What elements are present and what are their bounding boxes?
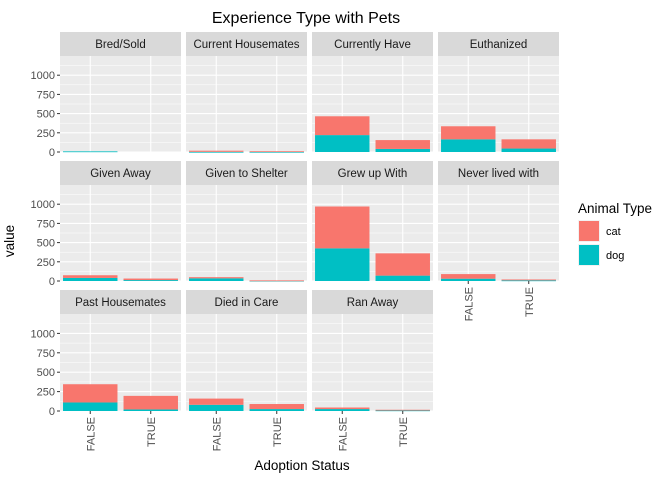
bar-cat-past-housemates-false	[63, 384, 118, 403]
facet-strip-currently-have	[312, 32, 433, 56]
facet-panels: Bred/Sold 0 250 500 750 1000 Current Housemate…	[31, 32, 559, 451]
facet-strip-past-housemates	[60, 290, 181, 314]
bar-dog-never-lived-with-true	[501, 280, 556, 282]
x-tick-label: TRUE	[146, 417, 158, 447]
bar-dog-given-away-true	[123, 280, 178, 281]
bar-cat-past-housemates-true	[123, 395, 178, 410]
facet-strip-current-housemates	[186, 32, 307, 56]
bar-dog-currently-have-false	[315, 135, 370, 152]
bar-cat-grew-up-with-true	[375, 253, 430, 276]
bar-dog-euthanized-false	[441, 139, 496, 152]
bar-cat-never-lived-with-false	[441, 274, 496, 279]
legend-label-cat: cat	[606, 226, 621, 238]
facet-strip-ran-away	[312, 290, 433, 314]
facet-strip-died-in-care	[186, 290, 307, 314]
x-tick-label: FALSE	[463, 287, 475, 321]
x-tick-label: FALSE	[211, 417, 223, 451]
y-tick-label: 1000	[31, 328, 55, 340]
bar-dog-euthanized-true	[501, 148, 556, 152]
bar-cat-current-housemates-true	[249, 151, 304, 153]
facet-label-never-lived-with: Never lived with	[458, 168, 539, 180]
bar-dog-grew-up-with-false	[315, 248, 370, 281]
bar-dog-current-housemates-true	[249, 151, 304, 153]
y-tick-label: 500	[37, 238, 55, 250]
bar-dog-bred-sold-false	[63, 151, 118, 153]
bar-cat-current-housemates-false	[189, 150, 244, 152]
facet-label-past-housemates: Past Housemates	[75, 297, 166, 309]
facet-label-given-to-shelter: Given to Shelter	[205, 168, 288, 180]
bar-cat-died-in-care-false	[189, 398, 244, 405]
legend-swatch-cat	[579, 221, 599, 241]
bar-cat-grew-up-with-false	[315, 206, 370, 249]
bar-cat-died-in-care-true	[249, 404, 304, 410]
x-tick-label: FALSE	[337, 417, 349, 451]
bar-cat-ran-away-true	[375, 409, 430, 411]
bar-dog-ran-away-true	[375, 410, 430, 412]
legend-swatch-dog	[579, 245, 599, 265]
x-axis-title: Adoption Status	[254, 458, 350, 473]
bar-cat-given-to-shelter-true	[249, 280, 304, 282]
facet-label-died-in-care: Died in Care	[215, 297, 279, 309]
y-tick-label: 500	[37, 367, 55, 379]
bar-dog-never-lived-with-false	[441, 278, 496, 281]
y-tick-label: 250	[37, 387, 55, 399]
legend: Animal Type cat dog	[578, 201, 652, 266]
bar-cat-currently-have-true	[375, 140, 430, 149]
legend-title: Animal Type	[578, 201, 652, 216]
facet-strip-given-away	[60, 161, 181, 185]
bar-cat-ran-away-false	[315, 407, 370, 410]
bar-dog-died-in-care-false	[189, 404, 244, 411]
bar-cat-never-lived-with-true	[501, 279, 556, 281]
bar-dog-died-in-care-true	[249, 409, 304, 411]
bar-cat-given-away-true	[123, 278, 178, 281]
y-tick-label: 0	[49, 406, 55, 418]
bar-dog-past-housemates-false	[63, 402, 118, 411]
x-tick-label: TRUE	[524, 287, 536, 317]
facet-label-currently-have: Currently Have	[334, 39, 411, 51]
bar-cat-euthanized-true	[501, 139, 556, 149]
bar-cat-given-to-shelter-false	[189, 277, 244, 279]
y-tick-label: 0	[49, 147, 55, 159]
y-tick-label: 250	[37, 257, 55, 269]
facet-label-ran-away: Ran Away	[347, 297, 399, 309]
y-tick-label: 1000	[31, 199, 55, 211]
chart-title: Experience Type with Pets	[212, 10, 400, 27]
x-tick-label: FALSE	[85, 417, 97, 451]
bar-cat-given-away-false	[63, 275, 118, 278]
y-tick-label: 250	[37, 128, 55, 140]
bar-dog-given-to-shelter-false	[189, 278, 244, 281]
bar-dog-given-away-false	[63, 277, 118, 281]
y-tick-label: 750	[37, 348, 55, 360]
facet-strip-grew-up-with	[312, 161, 433, 185]
y-tick-label: 750	[37, 218, 55, 230]
facet-strip-never-lived-with	[438, 161, 559, 185]
bar-dog-grew-up-with-true	[375, 275, 430, 281]
facet-label-grew-up-with: Grew up With	[338, 168, 408, 180]
bar-cat-currently-have-false	[315, 116, 370, 136]
bar-dog-ran-away-false	[315, 409, 370, 411]
facet-strip-bred-sold	[60, 32, 181, 56]
y-tick-label: 500	[37, 109, 55, 121]
facet-label-euthanized: Euthanized	[470, 39, 528, 51]
bar-dog-past-housemates-true	[123, 409, 178, 411]
facet-strip-given-to-shelter	[186, 161, 307, 185]
y-tick-label: 0	[49, 276, 55, 288]
bar-dog-currently-have-true	[375, 148, 430, 152]
legend-label-dog: dog	[606, 250, 624, 262]
x-tick-label: TRUE	[272, 417, 284, 447]
facet-label-given-away: Given Away	[90, 168, 151, 180]
bar-dog-current-housemates-false	[189, 151, 244, 153]
y-axis-title: value	[2, 225, 17, 257]
bar-cat-euthanized-false	[441, 126, 496, 140]
facet-strip-euthanized	[438, 32, 559, 56]
y-tick-label: 750	[37, 89, 55, 101]
facet-label-bred-sold: Bred/Sold	[95, 39, 146, 51]
x-tick-label: TRUE	[398, 417, 410, 447]
facet-label-current-housemates: Current Housemates	[193, 39, 299, 51]
y-tick-label: 1000	[31, 70, 55, 82]
